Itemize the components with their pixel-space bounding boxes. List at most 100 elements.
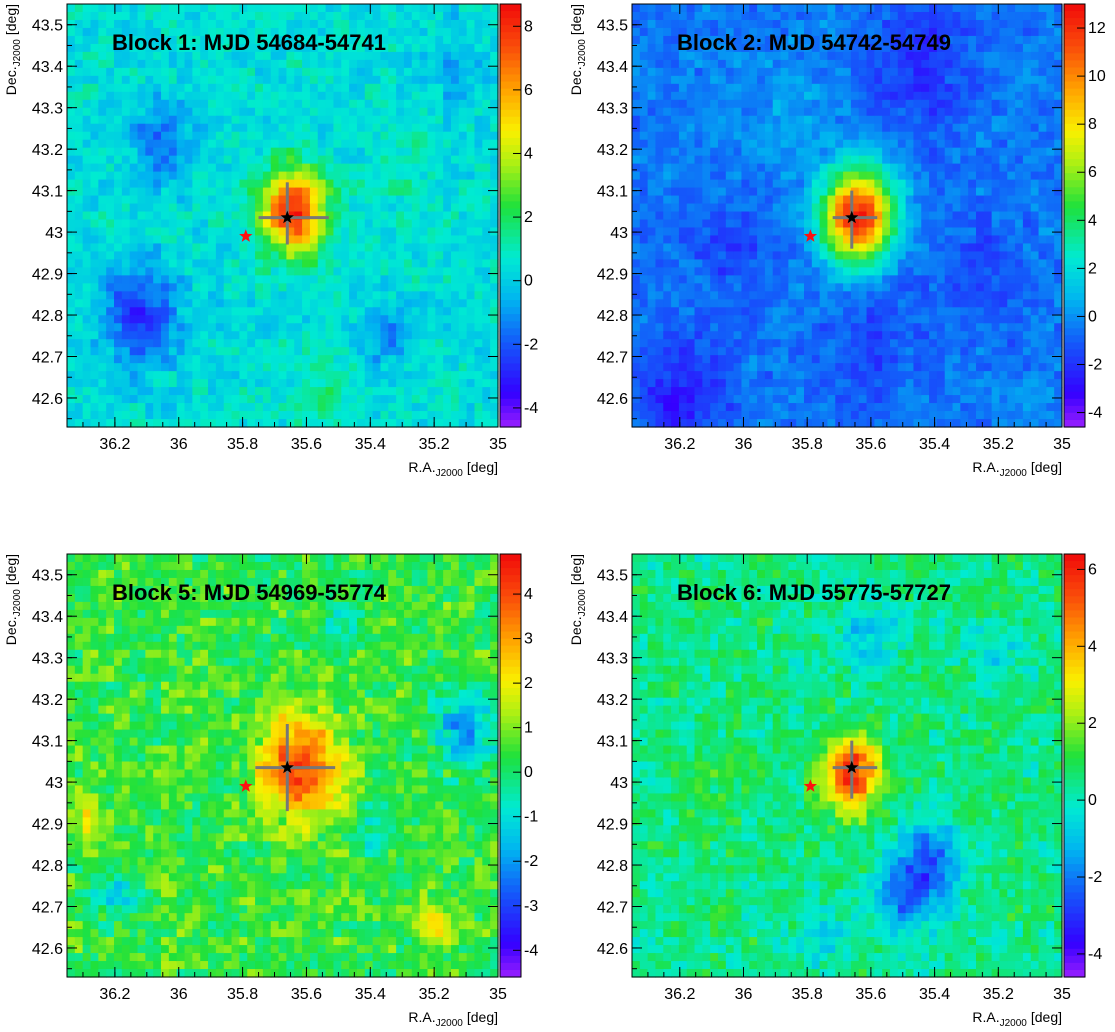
heatmap-cell [678, 27, 688, 37]
heatmap-cell [772, 59, 782, 69]
heatmap-cell [835, 179, 844, 189]
heatmap-cell [403, 179, 413, 189]
heatmap-cell [764, 139, 774, 149]
heatmap-cell [694, 11, 703, 21]
heatmap-cell [145, 107, 154, 117]
heatmap-cell [458, 267, 468, 276]
heatmap-cell [788, 107, 797, 117]
heatmap-cell [686, 235, 696, 245]
heatmap-cell [694, 83, 703, 93]
y-tick-label: 42.7 [32, 350, 63, 367]
heatmap-cell [780, 419, 789, 428]
heatmap-cell [490, 43, 499, 53]
heatmap-cell [333, 35, 342, 45]
heatmap-cell [804, 67, 813, 77]
heatmap-cell [866, 411, 875, 420]
heatmap-cell [341, 235, 350, 245]
heatmap-cell [161, 4, 170, 13]
heatmap-cell [106, 171, 115, 181]
heatmap-cell [106, 299, 115, 308]
heatmap-cell [639, 51, 649, 61]
heatmap-cell [450, 299, 460, 308]
heatmap-cell [247, 35, 256, 45]
heatmap-cell [380, 27, 389, 37]
heatmap-cell [882, 203, 891, 213]
heatmap-cell [639, 395, 649, 404]
heatmap-cell [349, 43, 358, 53]
heatmap-cell [843, 283, 852, 292]
heatmap-cell [772, 331, 782, 340]
heatmap-cell [380, 355, 389, 364]
heatmap-cell [278, 179, 288, 189]
heatmap-cell [223, 4, 233, 13]
heatmap-cell [811, 83, 821, 93]
heatmap-cell [161, 107, 170, 117]
heatmap-cell [819, 235, 829, 245]
heatmap-cell [443, 267, 452, 276]
heatmap-cell [278, 307, 288, 316]
heatmap-cell [239, 339, 248, 348]
heatmap-cell [733, 363, 743, 372]
heatmap-cell [270, 355, 280, 364]
heatmap-cell [372, 379, 382, 388]
heatmap-cell [474, 219, 483, 229]
heatmap-cell [819, 379, 829, 388]
heatmap-cell [482, 411, 491, 420]
heatmap-cell [129, 403, 139, 412]
heatmap-cell [450, 227, 460, 237]
heatmap-cell [897, 291, 907, 300]
heatmap-cell [192, 339, 201, 348]
y-tick-label: 43.4 [32, 59, 63, 76]
heatmap-cell [74, 235, 84, 245]
heatmap-cell [419, 323, 429, 332]
heatmap-cell [639, 283, 649, 292]
heatmap-cell [411, 419, 421, 428]
heatmap-cell [114, 35, 123, 45]
heatmap-cell [184, 187, 193, 197]
heatmap-cell [114, 27, 123, 37]
heatmap-cell [757, 147, 766, 157]
heatmap-cell [671, 155, 680, 165]
heatmap-cell [639, 163, 649, 173]
heatmap-cell [231, 99, 240, 109]
heatmap-cell [874, 211, 883, 221]
heatmap-cell [788, 35, 797, 45]
heatmap-cell [341, 219, 350, 229]
heatmap-cell [764, 4, 774, 13]
heatmap-cell [403, 387, 413, 396]
heatmap-cell [270, 403, 280, 412]
heatmap-cell [388, 291, 397, 300]
heatmap-cell [905, 4, 915, 13]
heatmap-cell [811, 75, 821, 85]
heatmap-cell [458, 203, 468, 213]
heatmap-cell [153, 99, 162, 109]
heatmap-cell [905, 283, 915, 292]
heatmap-cell [757, 171, 766, 181]
heatmap-cell [137, 235, 146, 245]
heatmap-cell [215, 347, 225, 356]
heatmap-cell [145, 139, 154, 149]
heatmap-cell [82, 411, 92, 420]
heatmap-cell [788, 147, 797, 157]
heatmap-cell [419, 155, 429, 165]
heatmap-cell [796, 275, 805, 284]
heatmap-cell [396, 243, 405, 253]
heatmap-cell [278, 171, 288, 181]
heatmap-cell [215, 251, 225, 260]
heatmap-cell [725, 163, 735, 173]
heatmap-cell [671, 251, 680, 260]
heatmap-cell [145, 91, 154, 101]
heatmap-cell [239, 419, 248, 428]
heatmap-cell [231, 59, 240, 69]
heatmap-cell [200, 387, 209, 396]
heatmap-cell [294, 355, 303, 364]
heatmap-cell [106, 99, 115, 109]
heatmap-cell [294, 419, 303, 428]
heatmap-cell [90, 283, 99, 292]
heatmap-cell [106, 387, 115, 396]
heatmap-cell [725, 419, 735, 428]
heatmap-cell [474, 235, 483, 245]
heatmap-cell [458, 83, 468, 93]
heatmap-cell [153, 395, 162, 404]
heatmap-cell [333, 331, 342, 340]
